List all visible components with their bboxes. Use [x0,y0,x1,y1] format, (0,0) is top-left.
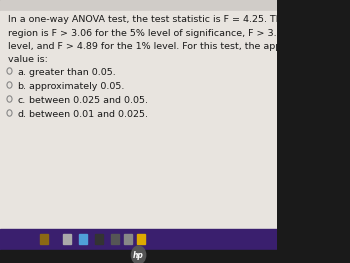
Bar [137,234,145,244]
Text: In a one-way ANOVA test, the test statistic is F = 4.25. The rejection: In a one-way ANOVA test, the test statis… [8,15,332,24]
Bar [63,234,71,244]
Text: between 0.025 and 0.05.: between 0.025 and 0.05. [28,96,147,105]
Bar [0,229,277,250]
Text: greater than 0.05.: greater than 0.05. [28,68,115,77]
Text: b.: b. [18,82,26,91]
Bar [40,234,48,244]
Text: approximately 0.05.: approximately 0.05. [28,82,124,91]
Text: d.: d. [18,110,26,119]
Text: a.: a. [18,68,26,77]
Bar [79,234,87,244]
Bar [0,11,277,229]
Text: level, and F > 4.89 for the 1% level. For this test, the approximate p-: level, and F > 4.89 for the 1% level. Fo… [8,42,336,51]
Circle shape [132,246,146,263]
Text: hp: hp [133,250,144,260]
Bar [111,234,119,244]
Bar [0,250,277,263]
Text: region is F > 3.06 for the 5% level of significance, F > 3.8 for the 2.5%: region is F > 3.06 for the 5% level of s… [8,28,344,38]
Bar [0,0,277,11]
Bar [124,234,132,244]
Text: c.: c. [18,96,26,105]
Text: between 0.01 and 0.025.: between 0.01 and 0.025. [28,110,147,119]
Text: value is:: value is: [8,55,48,64]
Bar [95,234,103,244]
